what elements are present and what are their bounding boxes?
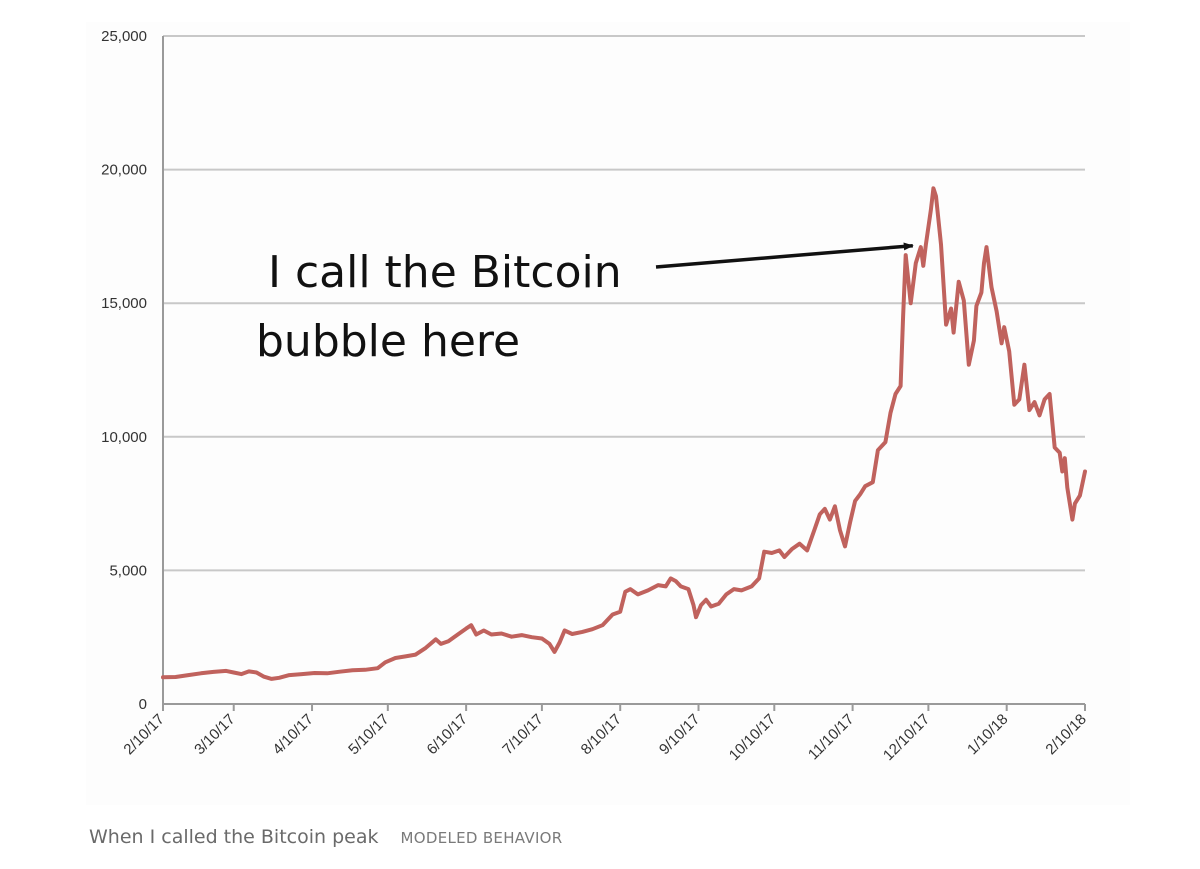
series-line — [161, 186, 1087, 681]
x-tick-label: 1/10/18 — [964, 711, 1011, 758]
x-tick-label: 11/10/17 — [805, 711, 858, 764]
x-tick-label: 7/10/17 — [499, 711, 546, 758]
x-tick-label: 4/10/17 — [269, 711, 316, 758]
x-tick-label: 5/10/17 — [345, 711, 392, 758]
y-tick-label: 5,000 — [109, 562, 147, 579]
x-tick-label: 8/10/17 — [578, 711, 625, 758]
x-tick-label: 10/10/17 — [726, 711, 779, 764]
x-tick-label: 3/10/17 — [191, 711, 238, 758]
y-tick-label: 15,000 — [101, 295, 147, 312]
caption-credit: MODELED BEHAVIOR — [400, 829, 563, 847]
y-tick-label: 0 — [139, 696, 147, 713]
bitcoin-price-chart: 0 5,000 10,000 15,000 20,000 25,000 2/10/17 3/… — [101, 28, 1090, 764]
y-tick-label: 10,000 — [101, 429, 147, 446]
y-tick-label: 20,000 — [101, 162, 147, 179]
chart-figure: 0 5,000 10,000 15,000 20,000 25,000 2/10/17 3/… — [86, 22, 1130, 805]
annotation-line-2: bubble here — [256, 316, 520, 367]
caption: When I called the Bitcoin peak MODELED B… — [89, 826, 563, 854]
x-tick-label: 6/10/17 — [424, 711, 471, 758]
x-tick-label: 2/10/17 — [120, 711, 167, 758]
x-tick-label: 9/10/17 — [656, 711, 703, 758]
caption-text: When I called the Bitcoin peak — [89, 826, 379, 848]
annotation-arrow — [655, 242, 914, 269]
y-tick-label: 25,000 — [101, 28, 147, 45]
annotation-line-1: I call the Bitcoin — [268, 247, 622, 298]
x-tick-label: 2/10/18 — [1042, 711, 1089, 758]
x-tick-label: 12/10/17 — [880, 711, 933, 764]
